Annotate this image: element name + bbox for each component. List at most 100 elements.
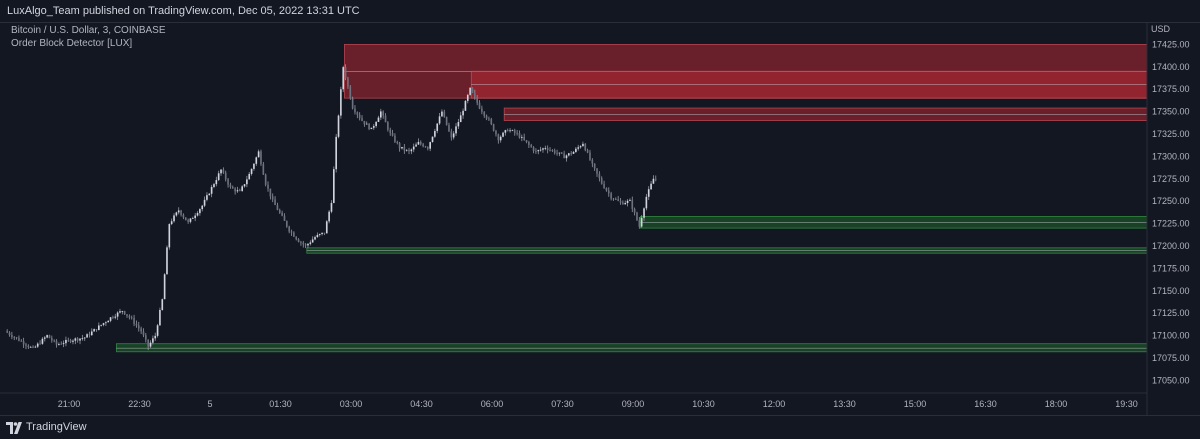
candle-body: [523, 136, 525, 141]
candle-body: [431, 136, 434, 143]
candle-body: [307, 243, 309, 246]
candle-body: [455, 126, 457, 134]
candle-body: [293, 232, 295, 237]
candle-body: [76, 338, 79, 341]
candle-body: [62, 343, 65, 345]
candle-body: [349, 86, 352, 99]
candle-body: [396, 141, 399, 144]
candle-body: [542, 148, 544, 150]
candle-body: [539, 149, 542, 151]
price-chart[interactable]: USD 17425.00 17400.00 17375.00 17350.00 1732…: [0, 22, 1200, 415]
candle-body: [563, 153, 565, 159]
candle-body: [452, 133, 455, 138]
candle-body: [100, 324, 102, 326]
candle-body: [48, 335, 51, 339]
time-tick-label: 18:00: [1045, 399, 1068, 409]
candle-body: [321, 232, 323, 235]
candle-body: [180, 210, 182, 215]
candle-body: [318, 234, 321, 235]
candle-body: [471, 87, 474, 93]
candle-body: [257, 151, 260, 158]
candle-body: [488, 118, 490, 120]
candle-body: [60, 344, 63, 345]
candle-body: [286, 220, 288, 227]
time-tick-label: 12:00: [763, 399, 786, 409]
candle-body: [255, 157, 258, 164]
candle-body: [250, 168, 253, 174]
candle-body: [53, 340, 55, 342]
candle-body: [546, 148, 549, 151]
candle-body: [443, 111, 446, 117]
candle-body: [128, 315, 131, 318]
candle-body: [333, 169, 335, 203]
candle-body: [271, 196, 274, 200]
candle-body: [370, 127, 373, 130]
price-tick-label: 17300.00: [1152, 151, 1190, 161]
time-tick-label: 19:30: [1115, 399, 1138, 409]
candle-body: [156, 325, 159, 336]
candle-body: [34, 346, 37, 348]
candle-body: [15, 337, 18, 339]
time-tick-label: 04:30: [410, 399, 433, 409]
candle-body: [619, 200, 622, 203]
candle-body: [69, 339, 72, 342]
candle-body: [535, 150, 537, 152]
indicator-title[interactable]: Order Block Detector [LUX]: [11, 38, 133, 49]
symbol-title[interactable]: Bitcoin / U.S. Dollar, 3, COINBASE: [11, 25, 166, 36]
candle-body: [629, 199, 631, 201]
candle-body: [109, 317, 112, 321]
candle-body: [483, 111, 486, 116]
candle-body: [309, 242, 312, 244]
candle-body: [511, 130, 514, 132]
candle-body: [412, 146, 415, 150]
candle-body: [335, 136, 337, 170]
candle-body: [419, 141, 422, 145]
candle-body: [102, 323, 105, 325]
candle-body: [147, 339, 149, 347]
candle-body: [389, 129, 392, 134]
candle-body: [135, 323, 138, 326]
candle-body: [325, 221, 328, 234]
candle-body: [408, 149, 410, 152]
candle-body: [234, 188, 236, 192]
candle-body: [499, 136, 502, 141]
candle-body: [638, 220, 641, 227]
price-tick-label: 17100.00: [1152, 331, 1190, 341]
candle-body: [323, 232, 326, 234]
candle-body: [365, 123, 368, 125]
chart-legend: Bitcoin / U.S. Dollar, 3, COINBASE Order…: [11, 24, 166, 50]
candle-body: [593, 163, 596, 169]
time-tick-label: 16:30: [974, 399, 997, 409]
candle-body: [112, 317, 114, 319]
time-axis[interactable]: 21:00 22:30 5 01:30 03:00 04:30 06:00 07:30 09:0…: [58, 399, 1138, 409]
candle-body: [90, 331, 93, 336]
price-unit-label: USD: [1151, 24, 1171, 34]
candle-body: [194, 215, 196, 219]
candle-body: [248, 173, 251, 180]
candle-body: [422, 144, 424, 147]
candle-body: [170, 221, 173, 225]
candle-body: [6, 331, 8, 333]
price-tick-label: 17125.00: [1152, 308, 1190, 318]
candle-body: [589, 152, 591, 160]
candle-body: [163, 274, 166, 300]
candle-body: [478, 102, 481, 109]
candle-body: [565, 155, 568, 159]
candle-body: [126, 314, 128, 316]
candle-body: [506, 130, 509, 132]
candle-body: [415, 144, 417, 147]
candle-body: [427, 147, 429, 149]
plot-area[interactable]: [6, 44, 1148, 353]
candle-body: [210, 186, 213, 194]
candle-body: [81, 338, 84, 339]
time-tick-label: 10:30: [692, 399, 715, 409]
candle-body: [262, 164, 265, 175]
publish-info: LuxAlgo_Team published on TradingView.co…: [7, 5, 360, 17]
candle-body: [647, 189, 650, 197]
candle-body: [445, 116, 448, 126]
candle-body: [521, 136, 523, 138]
price-tick-label: 17050.00: [1152, 375, 1190, 385]
price-axis[interactable]: 17425.00 17400.00 17375.00 17350.00 17325.00…: [1152, 39, 1190, 385]
candle-body: [358, 114, 361, 119]
tradingview-logo-icon: [6, 422, 22, 434]
